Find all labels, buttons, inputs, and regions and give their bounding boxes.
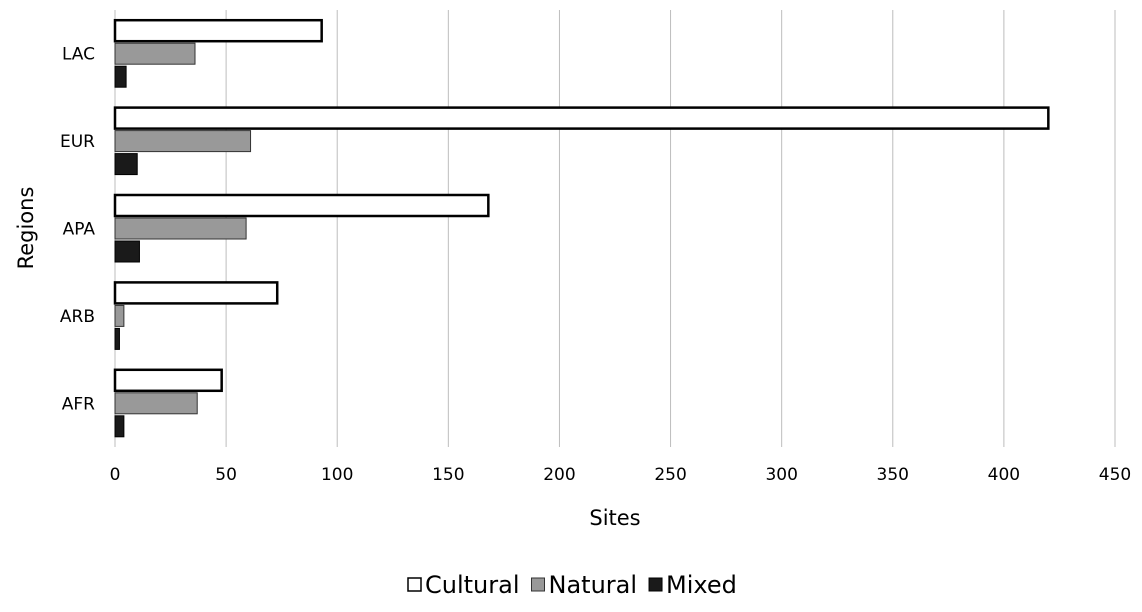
category-label: APA: [63, 220, 96, 240]
bar-cultural-lac: [113, 18, 323, 43]
x-tick-label: 300: [765, 465, 797, 485]
x-tick-label: 200: [543, 465, 575, 485]
x-tick-label: 150: [432, 465, 464, 485]
x-tick-labels: 0 50 100 150 200 250 300 350 400 450: [110, 465, 1132, 485]
bar-cultural-arb: [113, 281, 279, 305]
legend-label-cultural: Cultural: [425, 571, 520, 599]
x-tick-label: 450: [1099, 465, 1131, 485]
x-tick-label: 250: [654, 465, 686, 485]
bar-mixed-apa: [114, 240, 140, 263]
category-label: LAC: [62, 45, 95, 65]
bar-cultural-eur: [113, 106, 1050, 130]
bar-mixed-arb: [114, 327, 120, 350]
gridlines: [114, 10, 1116, 447]
bar-natural-eur: [114, 130, 252, 153]
x-tick-label: 50: [215, 465, 237, 485]
x-tick-label: 400: [988, 465, 1020, 485]
bar-cultural-apa: [113, 193, 490, 218]
legend-swatch-natural: [531, 577, 545, 592]
legend-label-natural: Natural: [549, 571, 638, 599]
bar-mixed-eur: [114, 153, 138, 176]
x-tick-label: 350: [877, 465, 909, 485]
bar-natural-apa: [114, 217, 247, 240]
legend-label-mixed: Mixed: [666, 571, 737, 599]
y-axis-title: Regions: [14, 187, 38, 270]
legend-swatch-cultural: [407, 577, 422, 592]
legend-swatch-mixed: [648, 577, 663, 592]
bar-natural-arb: [114, 304, 125, 327]
bar-mixed-lac: [114, 65, 127, 88]
x-axis-title: Sites: [589, 506, 640, 530]
category-labels: LAC EUR APA ARB AFR: [60, 45, 95, 415]
bar-natural-lac: [114, 42, 196, 65]
x-tick-label: 0: [110, 465, 121, 485]
category-label: AFR: [62, 394, 95, 414]
category-label: EUR: [60, 132, 95, 152]
x-tick-label: 100: [321, 465, 353, 485]
bar-natural-afr: [114, 392, 198, 415]
bars: [113, 18, 1050, 438]
category-label: ARB: [60, 307, 95, 327]
legend: Cultural Natural Mixed: [407, 571, 737, 599]
bar-cultural-afr: [113, 368, 223, 393]
bar-mixed-afr: [114, 415, 125, 438]
